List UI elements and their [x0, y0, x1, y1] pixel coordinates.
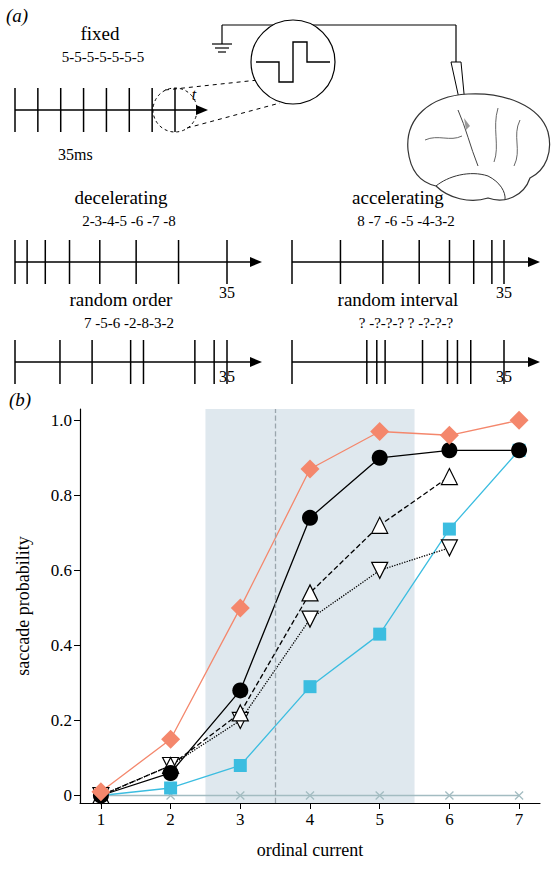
svg-text:35: 35: [496, 368, 512, 385]
svg-text:35: 35: [496, 284, 512, 301]
svg-text:0.8: 0.8: [51, 486, 72, 505]
svg-text:1.0: 1.0: [51, 411, 72, 430]
svg-text:7 -5-6 -2-8-3-2: 7 -5-6 -2-8-3-2: [84, 315, 174, 331]
svg-text:decelerating: decelerating: [75, 187, 168, 208]
svg-text:saccade probability: saccade probability: [13, 536, 33, 675]
svg-text:1: 1: [97, 810, 106, 829]
svg-text:random interval: random interval: [338, 289, 459, 310]
svg-text:fixed: fixed: [80, 23, 120, 44]
svg-text:35: 35: [219, 284, 235, 301]
svg-text:7: 7: [515, 810, 524, 829]
svg-text:8 -7 -6 -5 -4-3-2: 8 -7 -6 -5 -4-3-2: [357, 213, 454, 229]
svg-text:2-3-4-5 -6 -7 -8: 2-3-4-5 -6 -7 -8: [82, 213, 176, 229]
svg-text:(a): (a): [6, 5, 28, 27]
svg-text:random order: random order: [70, 289, 174, 310]
svg-text:2: 2: [166, 810, 175, 829]
svg-text:? -?-?-? ? -?-?-?: ? -?-?-? ? -?-?-?: [359, 315, 454, 331]
svg-text:35ms: 35ms: [58, 146, 93, 163]
svg-text:accelerating: accelerating: [352, 187, 444, 208]
svg-text:0.6: 0.6: [51, 561, 72, 580]
svg-text:35: 35: [219, 368, 235, 385]
svg-text:5: 5: [375, 810, 384, 829]
svg-text:ordinal current: ordinal current: [257, 840, 363, 860]
svg-text:0: 0: [64, 786, 73, 805]
svg-text:6: 6: [445, 810, 454, 829]
svg-text:t: t: [191, 86, 197, 103]
svg-text:0.4: 0.4: [51, 636, 73, 655]
svg-text:(b): (b): [9, 389, 31, 411]
svg-text:3: 3: [236, 810, 245, 829]
svg-text:5-5-5-5-5-5-5: 5-5-5-5-5-5-5: [62, 49, 144, 65]
svg-text:0.2: 0.2: [51, 711, 72, 730]
svg-text:4: 4: [306, 810, 315, 829]
